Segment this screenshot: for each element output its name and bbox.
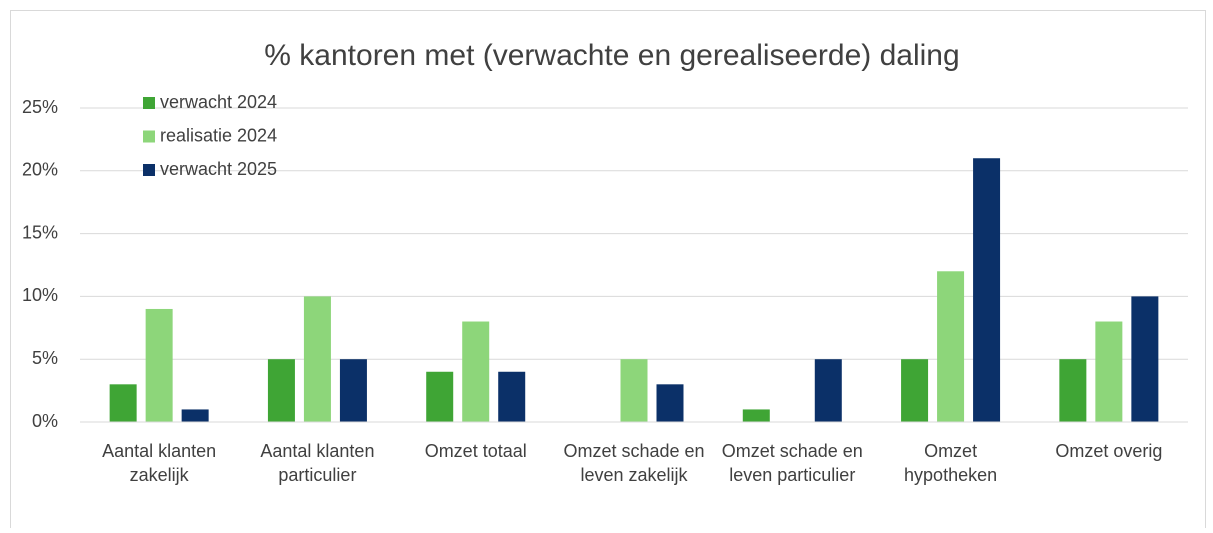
bar: [1059, 359, 1087, 422]
bar: [1095, 321, 1123, 422]
x-tick-label: Omzet schade en leven particulier: [722, 441, 863, 485]
bar: [742, 409, 770, 422]
bar: [1131, 296, 1159, 422]
bar: [462, 321, 490, 422]
bar: [145, 308, 173, 422]
legend-swatch: [143, 130, 155, 143]
x-tick-label: Omzet schade en leven zakelijk: [563, 441, 704, 485]
legend-swatch: [143, 97, 155, 109]
y-tick-label: 15%: [22, 222, 58, 242]
bar: [937, 271, 965, 422]
x-tick-label: Aantal klanten zakelijk: [102, 441, 216, 485]
legend-label: verwacht 2024: [160, 92, 277, 112]
bar: [620, 359, 648, 422]
y-tick-label: 5%: [32, 348, 58, 368]
bar: [339, 359, 367, 422]
x-tick-label: Aantal klanten particulier: [260, 441, 374, 485]
legend-label: verwacht 2025: [160, 159, 277, 179]
bar: [498, 371, 526, 422]
y-tick-label: 25%: [22, 97, 58, 117]
y-tick-label: 10%: [22, 285, 58, 305]
bar: [181, 409, 209, 422]
x-tick-label: Omzet hypotheken: [904, 441, 997, 485]
legend-label: realisatie 2024: [160, 125, 277, 145]
bar: [426, 371, 454, 422]
x-tick-label: Omzet overig: [1055, 441, 1162, 461]
bar: [267, 359, 295, 422]
legend-swatch: [143, 164, 155, 176]
bar: [109, 384, 137, 422]
chart-border: [10, 10, 1206, 531]
y-tick-label: 20%: [22, 160, 58, 180]
bar: [656, 384, 684, 422]
chart-title: % kantoren met (verwachte en gerealiseer…: [264, 39, 959, 72]
bar: [901, 359, 929, 422]
bar: [973, 158, 1001, 423]
bar: [303, 296, 331, 422]
x-tick-label: Omzet totaal: [425, 441, 527, 461]
bar: [814, 359, 842, 422]
y-tick-label: 0%: [32, 411, 58, 431]
